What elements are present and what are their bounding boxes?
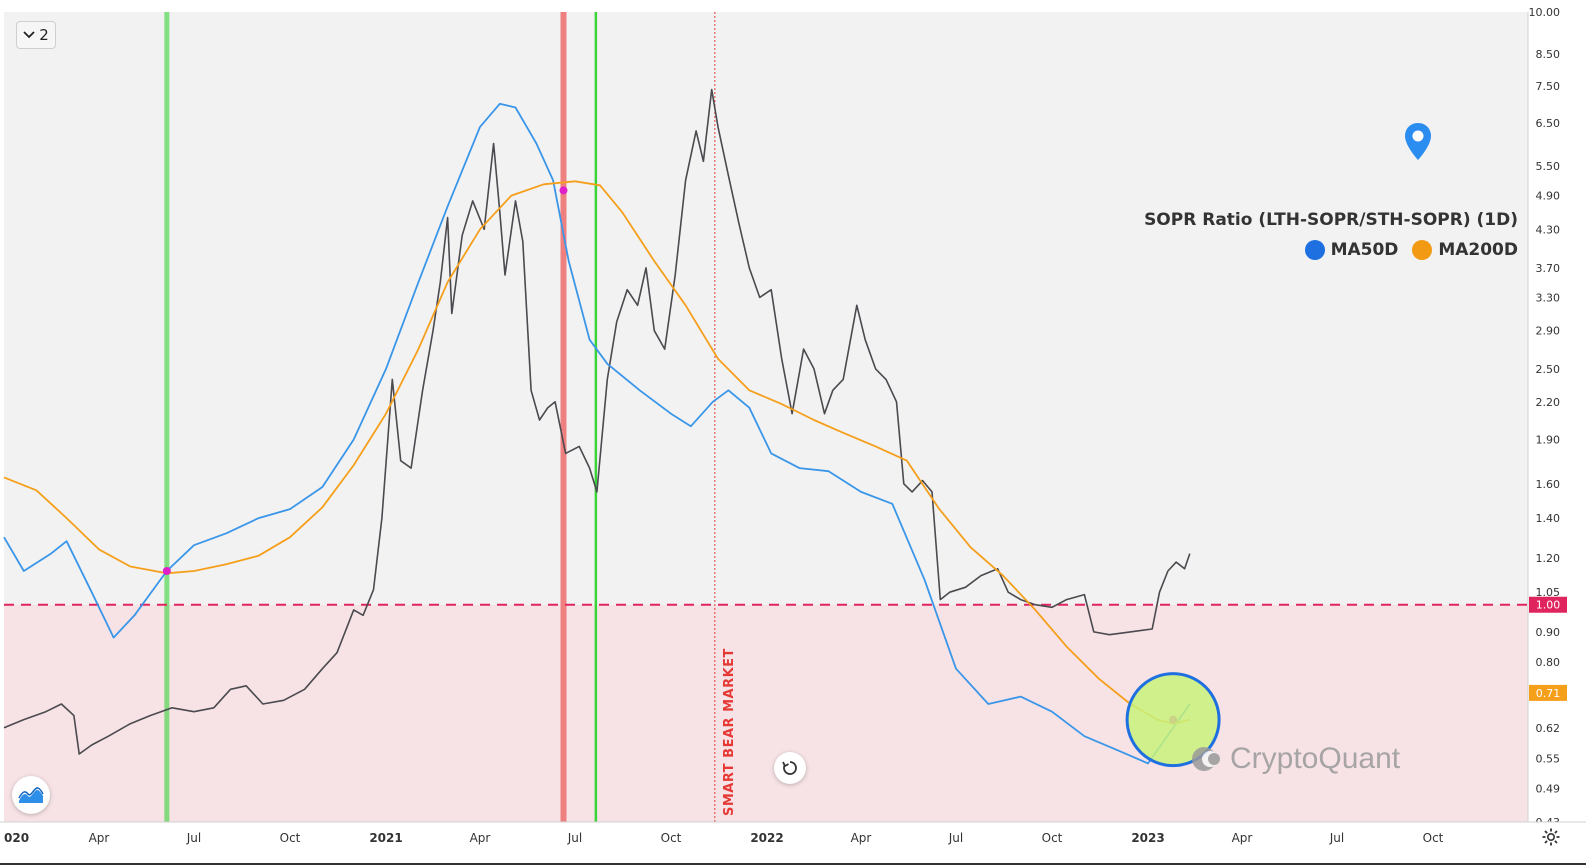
chevron-down-icon: [23, 31, 35, 39]
x-tick-label: Jul: [567, 831, 582, 845]
above-threshold-band: [4, 12, 1528, 605]
y-tick-label: 10.00: [1529, 6, 1561, 19]
y-tick-label: 4.90: [1536, 190, 1561, 203]
series-lines: [3, 88, 1191, 765]
below-threshold-band: [4, 604, 1528, 822]
x-tick-label: Oct: [1042, 831, 1063, 845]
watermark-text: CryptoQuant: [1230, 742, 1401, 775]
collapse-button[interactable]: 2: [16, 21, 56, 49]
y-tick-label: 7.50: [1536, 80, 1561, 93]
x-tick-label: Oct: [661, 831, 682, 845]
y-tick-label: 1.90: [1536, 434, 1561, 447]
y-tick-label: 1.05: [1536, 586, 1561, 599]
y-tick-label: 3.70: [1536, 262, 1561, 275]
threshold-badge-bg: [1529, 596, 1567, 613]
x-axis-panel: [0, 822, 1586, 867]
highlight-circle-ring: [1125, 672, 1221, 768]
y-tick-label: 1.40: [1536, 512, 1561, 525]
x-tick-label: 2023: [1131, 831, 1164, 845]
crossover-dot: [162, 567, 171, 576]
x-tick-label: 020: [4, 831, 29, 845]
legend-label-ma200d: MA200D: [1438, 240, 1518, 260]
y-tick-label: 0.80: [1536, 656, 1561, 669]
x-tick-label: Oct: [1423, 831, 1444, 845]
legend: SOPR Ratio (LTH-SOPR/STH-SOPR) (1D) MA50…: [1144, 208, 1518, 265]
x-tick-label: Apr: [851, 831, 872, 845]
threshold-badge-label: 1.00: [1536, 599, 1561, 612]
vertical-markers: SMART BEAR MARKET: [164, 12, 737, 822]
last-value-badge-label: 0.71: [1536, 687, 1561, 700]
x-axis: 020 Apr Jul Oct 2021 Apr Jul Oct 2022 Apr Jul Oct 20…: [0, 821, 1586, 867]
legend-title: SOPR Ratio (LTH-SOPR/STH-SOPR) (1D): [1144, 210, 1518, 230]
legend-item-ma50d[interactable]: MA50D: [1304, 240, 1399, 260]
reset-chart-button[interactable]: [774, 752, 806, 784]
y-tick-label: 0.62: [1536, 722, 1561, 735]
series-line-ma50: [3, 102, 1191, 765]
y-tick-label: 3.30: [1536, 291, 1561, 304]
highlight-circle-icon: [1125, 672, 1221, 768]
ma50d-swatch: [1304, 240, 1325, 260]
y-tick-label: 2.90: [1536, 325, 1561, 338]
y-tick-label: 0.49: [1536, 782, 1561, 795]
chart-logo-icon: [18, 787, 44, 803]
series-line-ma200: [3, 180, 1191, 725]
legend-items: MA50D MA200D: [1144, 240, 1518, 265]
reset-icon: [782, 761, 797, 775]
legend-label-ma50d: MA50D: [1330, 240, 1399, 260]
x-tick-label: Jul: [948, 831, 963, 845]
x-tick-label: Oct: [280, 831, 301, 845]
x-tick-label: Apr: [1232, 831, 1253, 845]
y-tick-label: 0.55: [1536, 753, 1561, 766]
y-tick-label: 0.90: [1536, 626, 1561, 639]
x-tick-label: Jul: [1329, 831, 1344, 845]
chart-logo-button[interactable]: [12, 776, 50, 814]
y-tick-label: 5.50: [1536, 160, 1561, 173]
y-axis: 10.00 8.50 7.50 6.50 5.50 4.90 4.30 3.70 3.30 2.9…: [1527, 6, 1586, 829]
location-pin-icon[interactable]: [1403, 122, 1433, 162]
watermark: CryptoQuant: [1190, 742, 1400, 776]
last-value-badge-bg: [1529, 684, 1567, 701]
y-tick-label: 2.50: [1536, 363, 1561, 376]
bear-market-label: SMART BEAR MARKET: [722, 648, 737, 816]
x-tick-label: Jul: [186, 831, 201, 845]
legend-item-ma200d[interactable]: MA200D: [1412, 240, 1518, 260]
highlight-circle-fill: [1127, 673, 1220, 766]
settings-button[interactable]: [1540, 826, 1562, 848]
ma200d-swatch: [1412, 240, 1433, 260]
cryptoquant-logo-icon: [1192, 747, 1220, 771]
x-tick-label: Apr: [89, 831, 110, 845]
series-line-ratio: [3, 88, 1191, 755]
y-tick-label: 1.20: [1536, 552, 1561, 565]
gear-icon: [1542, 828, 1560, 846]
y-tick-label: 1.60: [1536, 478, 1561, 491]
x-tick-label: 2022: [750, 831, 783, 845]
x-tick-label: 2021: [369, 831, 402, 845]
y-tick-label: 8.50: [1536, 48, 1561, 61]
y-tick-label: 2.20: [1536, 396, 1561, 409]
x-tick-label: Apr: [470, 831, 491, 845]
y-tick-label: 4.30: [1536, 223, 1561, 236]
y-tick-label: 6.50: [1536, 117, 1561, 130]
crossover-dot: [559, 186, 568, 195]
collapse-count: 2: [39, 26, 49, 44]
